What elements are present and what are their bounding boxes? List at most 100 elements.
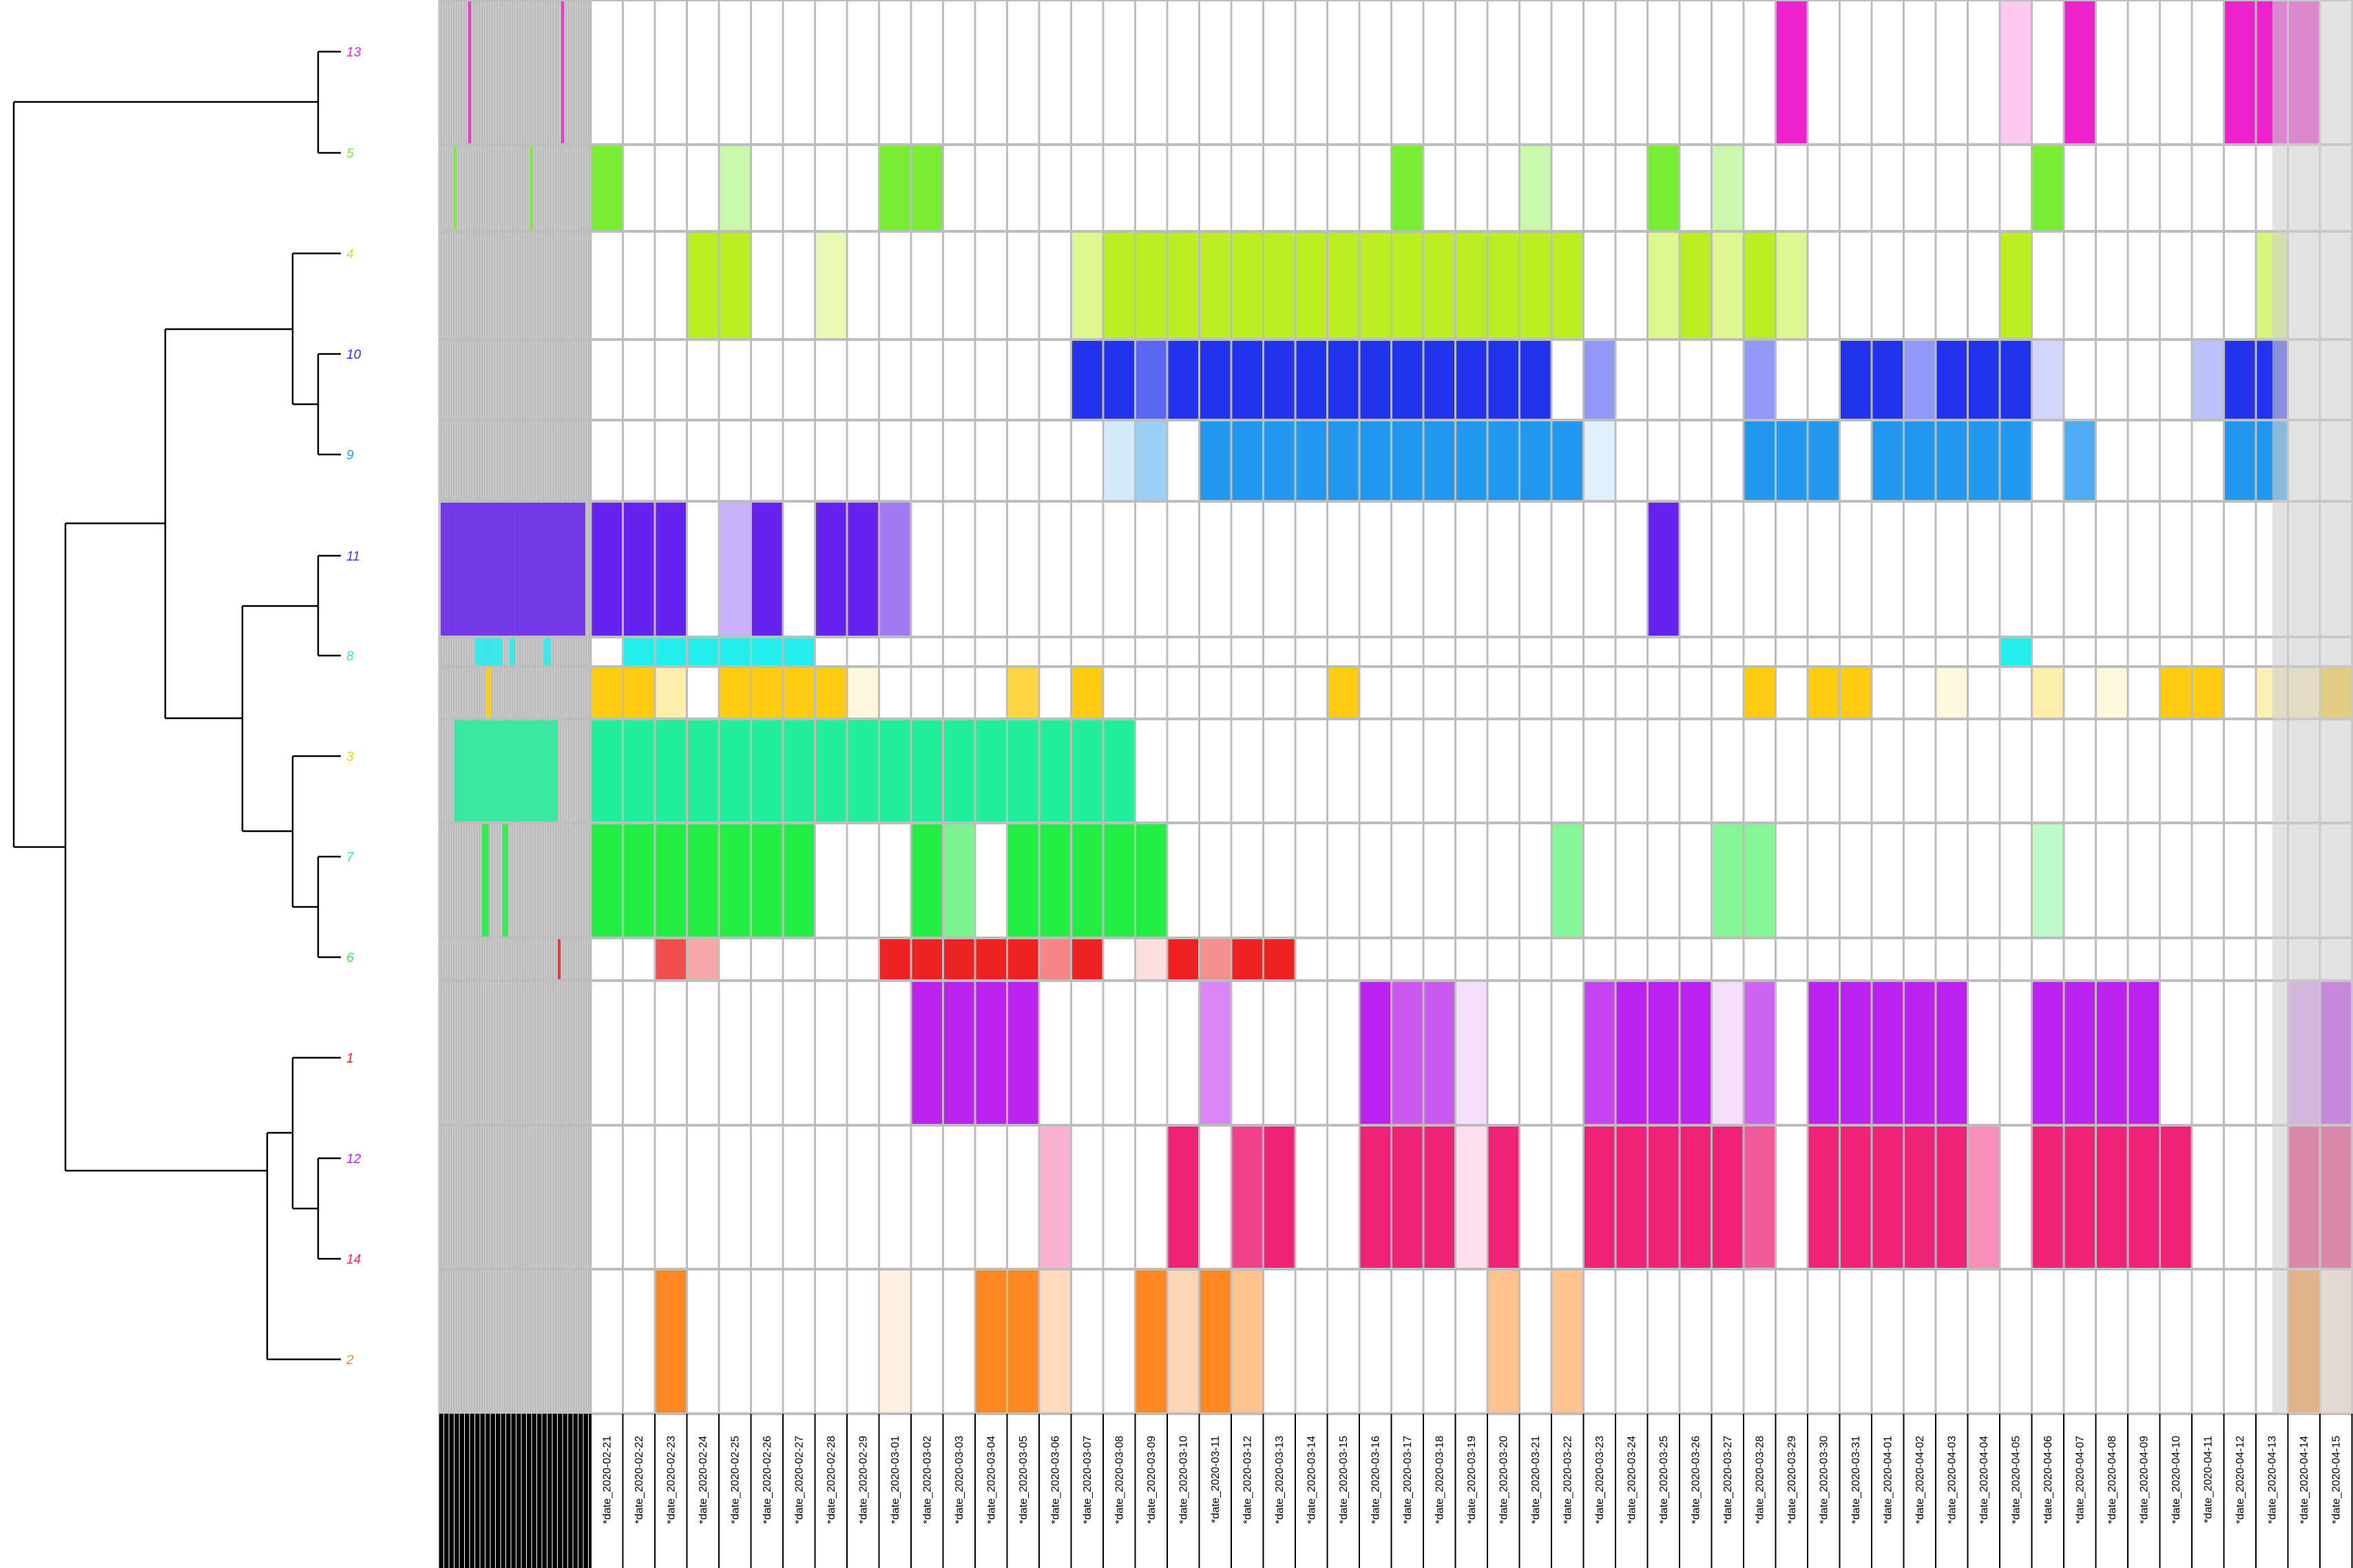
heatmap-cell: [1040, 1126, 1071, 1268]
x-tick-label: *date_2020-03-19: [1466, 1436, 1478, 1524]
heatmap-cell: [1071, 667, 1102, 718]
early-label-block: [439, 1414, 591, 1568]
heatmap-cells: [591, 0, 2353, 1414]
x-tick-label: *date_2020-03-25: [1658, 1436, 1670, 1524]
heatmap-cell: [879, 502, 910, 636]
heatmap-cell: [1648, 145, 1679, 231]
dendrogram-leaf-label: 13: [346, 45, 362, 60]
x-tick-label: *date_2020-04-06: [2042, 1436, 2054, 1524]
dendrogram-leaf-label: 7: [346, 850, 355, 865]
heatmap-cell: [1456, 1126, 1487, 1268]
x-axis-labels: *date_2020-02-21 *date_2020-02-22 *date_20…: [438, 1414, 2353, 1568]
heatmap-cell: [1552, 824, 1583, 937]
x-tick-label: *date_2020-04-13: [2266, 1436, 2278, 1524]
heatmap-cell: [1007, 667, 1038, 718]
heatmap-cell: [1168, 1270, 1199, 1413]
heatmap-cell: [720, 145, 751, 231]
early-cell: [454, 145, 457, 231]
heatmap-cell: [815, 232, 846, 339]
x-tick-label: *date_2020-03-22: [1562, 1436, 1573, 1524]
x-tick-label: *date_2020-03-08: [1113, 1436, 1125, 1524]
dendrogram-leaf-label: 5: [346, 147, 354, 161]
x-tick-label: *date_2020-03-23: [1594, 1436, 1606, 1524]
heatmap-cell: [1040, 939, 1071, 980]
heatmap-cell: [1808, 667, 1839, 718]
heatmap-cell: [1584, 981, 1615, 1125]
heatmap-cell: [1744, 667, 1775, 718]
dendrogram-leaf-label: 12: [346, 1152, 362, 1167]
x-tick-label: *date_2020-02-25: [729, 1436, 741, 1524]
heatmap-cell: [1776, 232, 1807, 339]
heatmap-cell: [1936, 340, 2031, 419]
heatmap-cell: [687, 939, 718, 980]
x-tick-label: *date_2020-02-21: [601, 1436, 613, 1524]
heatmap-cell: [2032, 824, 2063, 937]
x-tick-label: *date_2020-03-29: [1786, 1436, 1798, 1524]
heatmap-cell: [1776, 1, 1807, 144]
x-tick-label: *date_2020-03-02: [921, 1436, 933, 1524]
heatmap-cell: [592, 502, 687, 636]
early-cell: [558, 939, 561, 980]
x-tick-label: *date_2020-03-24: [1626, 1436, 1638, 1524]
heatmap-cell: [1520, 145, 1551, 231]
dendrogram: [12, 50, 341, 1361]
early-cell: [475, 638, 503, 666]
x-tick-label: *date_2020-03-13: [1274, 1436, 1286, 1524]
heatmap-cell: [1584, 1126, 1743, 1268]
heatmap-cell: [1232, 1126, 1263, 1268]
x-tick-label: *date_2020-03-16: [1370, 1436, 1381, 1524]
heatmap-cell: [1456, 981, 1487, 1125]
heatmap-cell: [2193, 340, 2224, 419]
dendrogram-leaf-label: 3: [346, 750, 354, 764]
x-tick-label: *date_2020-03-17: [1402, 1436, 1414, 1524]
heatmap-cell: [1744, 981, 1775, 1125]
heatmap-cell: [912, 824, 943, 937]
heatmap-cell: [2032, 145, 2063, 231]
dendrogram-leaf-label: 6: [346, 951, 354, 965]
heatmap-cell: [1936, 421, 2031, 501]
x-tick-label: *date_2020-03-14: [1306, 1436, 1317, 1524]
dendrogram-leaf-label: 8: [346, 649, 354, 664]
heatmap-cell: [1360, 981, 1391, 1125]
x-tick-label: *date_2020-04-03: [1946, 1436, 1958, 1524]
x-tick-label: *date_2020-02-22: [634, 1436, 645, 1524]
dendrogram-leaf-labels: 13 5 4 10 9 11 8 3 7 6 1 12 14 2: [346, 45, 362, 1368]
heatmap-cell: [848, 667, 879, 718]
dense-late-columns: [2272, 0, 2353, 1414]
heatmap-cell: [1744, 1126, 1775, 1268]
heatmap-cell: [1712, 232, 1743, 339]
dense-tail-block: [2272, 0, 2353, 1414]
x-tick-label: *date_2020-03-26: [1690, 1436, 1702, 1524]
heatmap-cell: [1840, 667, 1871, 718]
x-tick-label: *date_2020-04-14: [2299, 1436, 2310, 1524]
x-tick-label: *date_2020-03-01: [890, 1436, 901, 1524]
heatmap-cell: [879, 1270, 910, 1413]
heatmap-cell: [656, 667, 687, 718]
heatmap-cell: [1007, 824, 1167, 937]
early-cell: [485, 667, 491, 718]
heatmap-cell: [1264, 1126, 1295, 1268]
x-tick-label: *date_2020-04-15: [2330, 1436, 2342, 1524]
heatmap-cell: [1680, 232, 1711, 339]
heatmap-cell: [1168, 939, 1199, 980]
heatmap-cell: [592, 145, 623, 231]
x-tick-label: *date_2020-02-26: [762, 1436, 773, 1524]
heatmap-cell: [1968, 1126, 1999, 1268]
heatmap-cell: [1136, 939, 1167, 980]
x-tick-label: *date_2020-03-03: [954, 1436, 965, 1524]
x-tick-label: *date_2020-03-18: [1434, 1436, 1445, 1524]
x-tick-label: *date_2020-04-02: [1914, 1436, 1926, 1524]
heatmap-cell: [1904, 340, 1935, 419]
early-cell: [530, 145, 532, 231]
heatmap-cell: [815, 667, 846, 718]
dendrogram-leaf-label: 1: [346, 1052, 354, 1066]
x-tick-label: *date_2020-02-29: [857, 1436, 869, 1524]
heatmap-cell: [656, 939, 687, 980]
heatmap-cell: [1584, 421, 1615, 501]
heatmap-cell: [720, 667, 751, 718]
heatmap-cell: [1200, 939, 1231, 980]
heatmap-cell: [592, 824, 815, 937]
x-tick-label: *date_2020-03-30: [1818, 1436, 1830, 1524]
early-cell: [561, 1, 564, 144]
